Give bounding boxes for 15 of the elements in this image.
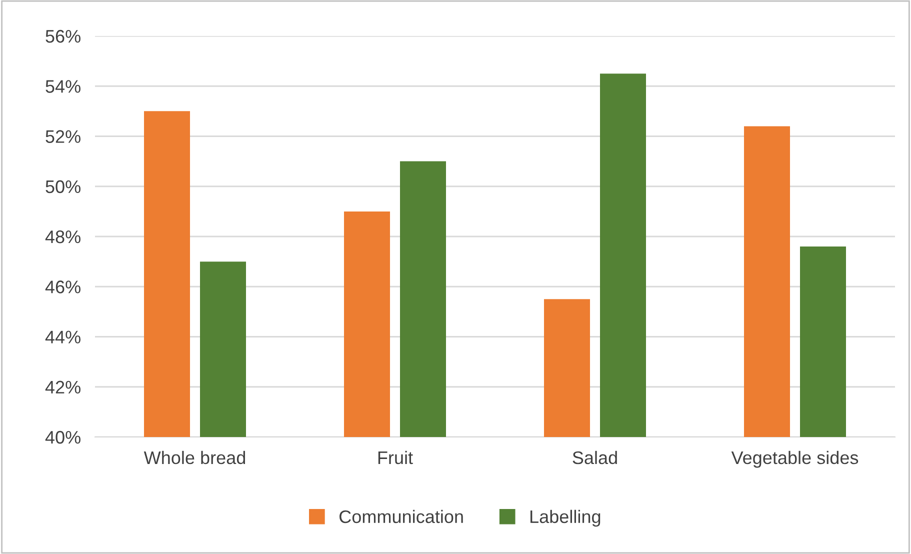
- legend-label: Labelling: [530, 510, 600, 527]
- y-tick-label: 40%: [45, 430, 80, 444]
- x-tick-label: Whole bread: [144, 450, 246, 464]
- x-tick-label: Salad: [572, 450, 617, 464]
- y-tick-label: 50%: [46, 180, 80, 194]
- y-tick-label: 46%: [45, 280, 80, 294]
- y-tick-label: 54%: [46, 80, 80, 93]
- y-tick-label: 56%: [46, 30, 80, 43]
- x-tick-label: Vegetable sides: [731, 450, 858, 468]
- legend-label: Communication: [340, 510, 463, 524]
- y-tick-label: 42%: [45, 380, 80, 394]
- y-tick-label: 44%: [45, 330, 80, 344]
- y-tick-label: 48%: [45, 230, 80, 244]
- x-tick-label: Fruit: [378, 450, 413, 464]
- y-tick-label: 52%: [46, 130, 80, 143]
